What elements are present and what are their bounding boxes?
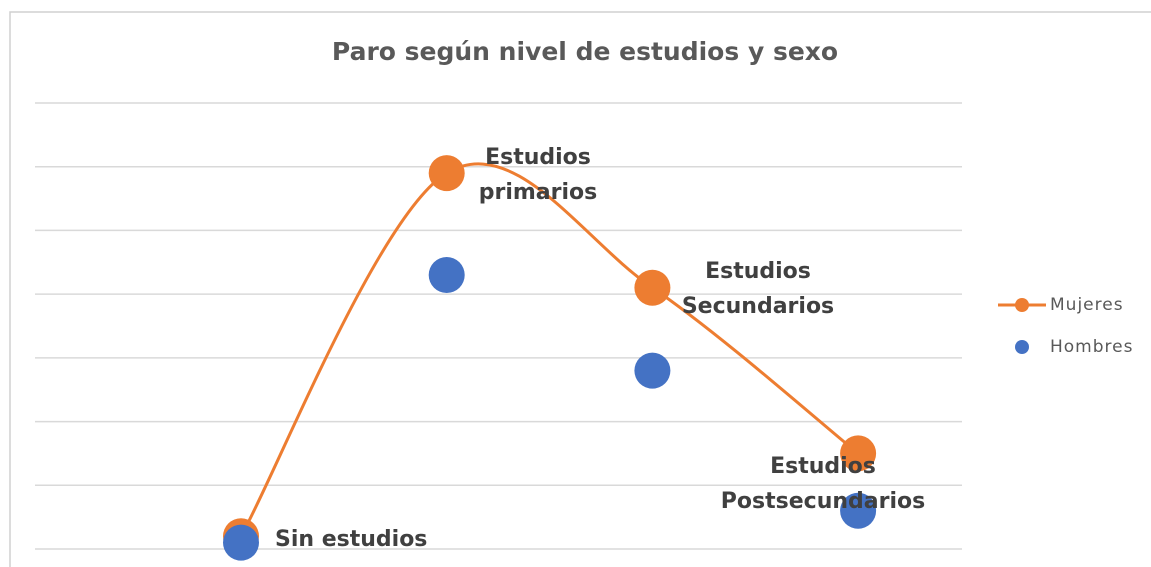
category-label: Sin estudios <box>275 527 427 552</box>
category-label-line: Postsecundarios <box>721 489 925 514</box>
data-point <box>840 435 877 472</box>
category-label-line: Estudios <box>770 454 876 479</box>
chart-border <box>9 11 1151 567</box>
category-label: Estudios Secundarios <box>682 259 834 319</box>
legend-label: Mujeres <box>1050 295 1124 315</box>
legend-marker <box>1015 298 1029 312</box>
chart-title: Paro según nivel de estudios y sexo <box>332 37 838 66</box>
category-label: Estudios primarios <box>479 145 598 205</box>
data-point <box>840 492 877 529</box>
data-point <box>428 257 465 294</box>
data-point <box>634 352 671 389</box>
category-label-line: Estudios <box>485 145 591 170</box>
category-label: Estudios Postsecundarios <box>721 454 925 514</box>
category-label-line: Estudios <box>705 259 811 284</box>
series-line <box>239 162 860 537</box>
data-point <box>428 155 465 192</box>
data-point <box>634 269 671 306</box>
category-label-line: Secundarios <box>682 294 834 319</box>
legend-label: Hombres <box>1050 337 1133 357</box>
data-point <box>223 524 259 561</box>
legend-marker <box>1015 340 1029 354</box>
category-label-line: primarios <box>479 180 598 205</box>
